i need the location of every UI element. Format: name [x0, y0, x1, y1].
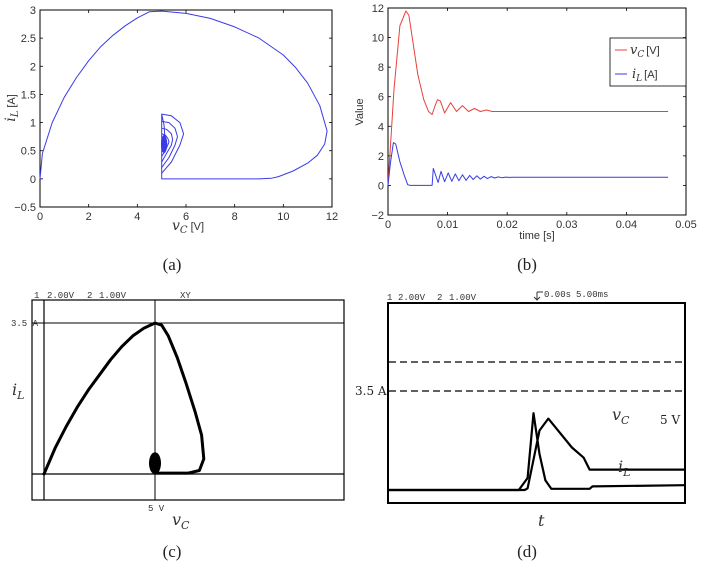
marker-label-5v: 5 V	[148, 504, 165, 514]
scope-frame-d	[387, 302, 686, 504]
y-tick-label-a: 0	[30, 174, 36, 186]
x-tick-label-b: 0.03	[556, 219, 577, 231]
trace-level-5v: 5 V	[660, 413, 680, 427]
series-line-vC	[387, 10, 669, 186]
scope-ch2-scale: 1.00V	[99, 291, 127, 301]
y-axis-label-c: iL	[12, 380, 24, 402]
scope-ch1-scale: 2.00V	[47, 291, 75, 301]
y-tick-label-b: 0	[378, 180, 384, 192]
y-axis-label-a: iL[A]	[3, 94, 21, 122]
x-tick-label-a: 12	[326, 211, 338, 223]
series-group-a	[39, 10, 328, 180]
y-tick-label-b: 4	[378, 121, 384, 133]
timebase: 5.00ms	[576, 290, 608, 300]
axes-frame-a	[39, 9, 333, 208]
scope-frame-c	[31, 299, 345, 501]
series-line-spiral_1	[161, 113, 185, 174]
axis-ticks-a: 0 2 4 6 8 10 12−0.500.511.522.53	[14, 5, 338, 223]
trace-label-vc: vC	[612, 405, 630, 427]
legend-box	[609, 37, 687, 87]
scope-header-c: 1 2.00V 2 1.00V XY	[34, 291, 191, 301]
x-axis-label-b: time [s]	[519, 230, 554, 242]
series-line-spiral_2	[161, 120, 178, 168]
caption-d: (d)	[517, 542, 537, 561]
marker-label-3-5a: 3.5 A	[355, 384, 387, 398]
scope-trace-xy	[42, 321, 206, 476]
converged-blob-a	[160, 134, 168, 153]
y-tick-label-b: 12	[372, 3, 384, 15]
scope-ch1: 1	[387, 293, 392, 303]
x-axis-label-d: t	[538, 511, 545, 530]
scope-ch2: 2	[437, 293, 442, 303]
scope-ch2: 2	[87, 291, 92, 301]
x-tick-label-a: 4	[134, 211, 140, 223]
legend-label-il: iL [A]	[632, 67, 658, 84]
x-tick-label-b: 0.02	[496, 219, 517, 231]
series-line-iL	[387, 142, 669, 186]
scope-ch2-scale: 1.00V	[449, 293, 477, 303]
x-tick-label-a: 0	[37, 211, 43, 223]
caption-a: (a)	[163, 255, 182, 274]
trigger-position: 0.00s	[544, 290, 571, 300]
series-group-c	[42, 321, 206, 476]
y-tick-label-a: 0.5	[21, 146, 36, 158]
scope-ch1-scale: 2.00V	[398, 293, 426, 303]
marker-label-3-5a: 3.5 A	[11, 319, 39, 329]
scope-ch1: 1	[34, 291, 39, 301]
legend-label-vc: vC [V]	[630, 43, 660, 60]
y-tick-label-a: 2	[30, 61, 36, 73]
y-tick-label-a: −0.5	[14, 202, 36, 214]
legend-b: vC [V] iL [A]	[609, 37, 687, 87]
y-tick-label-a: 1	[30, 118, 36, 130]
panel-c-scope-xy: 1 2.00V 2 1.00V XY 3.5 A 5 V iL vC	[11, 291, 345, 532]
x-tick-label-a: 6	[183, 211, 189, 223]
x-tick-label-b: 0.01	[437, 219, 458, 231]
trace-label-il: iL	[618, 457, 630, 479]
scope-mode: XY	[180, 291, 191, 301]
x-tick-label-b: 0.04	[616, 219, 637, 231]
x-axis-label-c: vC	[172, 510, 190, 532]
y-tick-label-b: −2	[371, 210, 384, 222]
panel-a-phase-plot: 0 2 4 6 8 10 12−0.500.511.522.53 vC [V] iL[A]	[3, 5, 338, 236]
converged-blob-c	[149, 452, 161, 475]
x-axis-label-a: vC [V]	[172, 218, 204, 236]
x-tick-label-a: 2	[86, 211, 92, 223]
y-tick-label-a: 1.5	[21, 89, 36, 101]
y-tick-label-a: 3	[30, 5, 36, 17]
y-axis-label-b: Value	[354, 98, 366, 125]
series-line-trajectory	[39, 10, 328, 180]
x-tick-label-b: 0	[385, 219, 391, 231]
scope-trace-il	[389, 412, 685, 492]
y-tick-label-b: 2	[378, 151, 384, 163]
scope-header-d: 1 2.00V 2 1.00V 0.00s 5.00ms	[387, 290, 608, 303]
x-tick-label-b: 0.05	[675, 219, 696, 231]
caption-c: (c)	[163, 542, 182, 561]
y-tick-label-b: 8	[378, 62, 384, 74]
series-line-spiral_3	[161, 127, 174, 163]
series-group-d	[389, 412, 685, 492]
series-group-b	[387, 10, 669, 186]
y-tick-label-b: 6	[378, 92, 384, 104]
panel-d-scope-time: 1 2.00V 2 1.00V 0.00s 5.00ms 3.5 A vC 5 …	[355, 290, 686, 530]
y-tick-label-a: 2.5	[21, 33, 36, 45]
x-tick-label-a: 10	[277, 211, 289, 223]
x-tick-label-a: 8	[232, 211, 238, 223]
trigger-marker-icon	[533, 291, 543, 301]
caption-b: (b)	[517, 255, 537, 274]
y-tick-label-b: 10	[372, 33, 384, 45]
axes-frame-b	[387, 7, 687, 216]
